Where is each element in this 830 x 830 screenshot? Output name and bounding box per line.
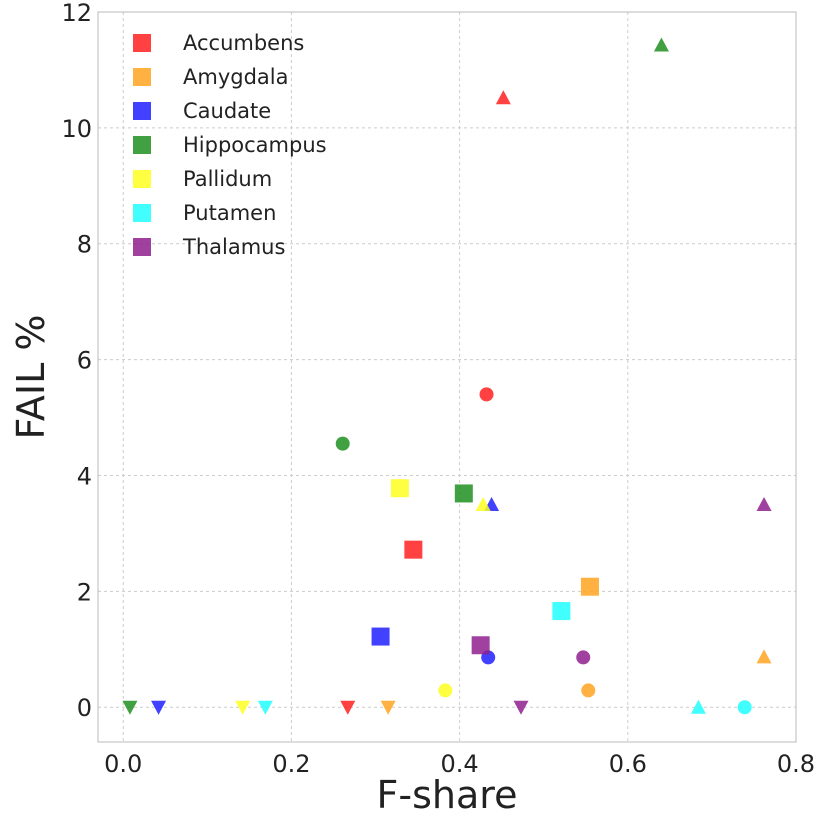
accumbens-square-point (404, 540, 423, 559)
hippocampus-triangle-up-point (653, 37, 669, 52)
y-tick-label: 12 (61, 0, 92, 27)
thalamus-square-point (471, 636, 490, 655)
legend-swatch-amygdala (133, 68, 151, 86)
x-axis-ticks: 0.0 0.2 0.4 0.6 0.8 (104, 750, 815, 778)
plot-frame (97, 11, 797, 743)
y-tick-label: 10 (61, 115, 92, 143)
hippocampus-square-point (454, 484, 473, 503)
y-tick-label: 8 (77, 231, 92, 259)
caudate-triangle-down-point (151, 700, 167, 715)
accumbens-circle-point (479, 387, 494, 402)
amygdala-triangle-down-point (380, 700, 396, 715)
legend-label-caudate: Caudate (183, 99, 271, 123)
thalamus-triangle-down-point (513, 700, 529, 715)
x-tick-label: 0.0 (104, 750, 142, 778)
amygdala-triangle-up-point (756, 649, 772, 664)
pallidum-triangle-down-point (235, 700, 251, 715)
hippocampus-circle-point (335, 436, 350, 451)
x-tick-label: 0.6 (609, 750, 647, 778)
y-tick-label: 6 (77, 347, 92, 375)
pallidum-triangle-up-point (475, 496, 491, 511)
legend-swatch-accumbens (133, 34, 151, 52)
legend-label-pallidum: Pallidum (183, 167, 272, 191)
amygdala-square-point (580, 577, 599, 596)
legend-label-amygdala: Amygdala (183, 65, 288, 89)
legend-label-accumbens: Accumbens (183, 31, 304, 55)
legend-swatch-pallidum (133, 170, 151, 188)
putamen-circle-point (737, 700, 752, 715)
putamen-triangle-up-point (690, 699, 706, 714)
x-axis-label: F-share (377, 773, 518, 817)
x-tick-label: 0.2 (272, 750, 310, 778)
y-axis-label: FAIL % (9, 315, 53, 440)
x-tick-label: 0.4 (441, 750, 479, 778)
y-tick-label: 4 (77, 462, 92, 490)
legend-label-hippocampus: Hippocampus (183, 133, 327, 157)
y-tick-label: 0 (77, 694, 92, 722)
putamen-square-point (552, 602, 571, 621)
accumbens-triangle-up-point (495, 90, 511, 105)
legend-label-putamen: Putamen (183, 201, 276, 225)
pallidum-circle-point (438, 683, 453, 698)
legend-swatch-putamen (133, 204, 151, 222)
legend: Accumbens Amygdala Caudate Hippocampus Palli… (133, 31, 327, 259)
y-tick-label: 2 (77, 578, 92, 606)
legend-swatch-thalamus (133, 238, 151, 256)
amygdala-circle-point (581, 683, 596, 698)
pallidum-square-point (390, 479, 409, 498)
x-tick-label: 0.8 (777, 750, 815, 778)
accumbens-triangle-down-point (340, 700, 356, 715)
legend-swatch-caudate (133, 102, 151, 120)
putamen-triangle-down-point (257, 700, 273, 715)
legend-label-thalamus: Thalamus (182, 235, 285, 259)
y-axis-ticks: 0 2 4 6 8 10 12 (61, 0, 92, 722)
hippocampus-triangle-down-point (122, 700, 138, 715)
caudate-square-point (371, 627, 390, 646)
thalamus-circle-point (576, 650, 591, 665)
thalamus-triangle-up-point (756, 496, 772, 511)
legend-swatch-hippocampus (133, 136, 151, 154)
data-points (122, 37, 772, 715)
